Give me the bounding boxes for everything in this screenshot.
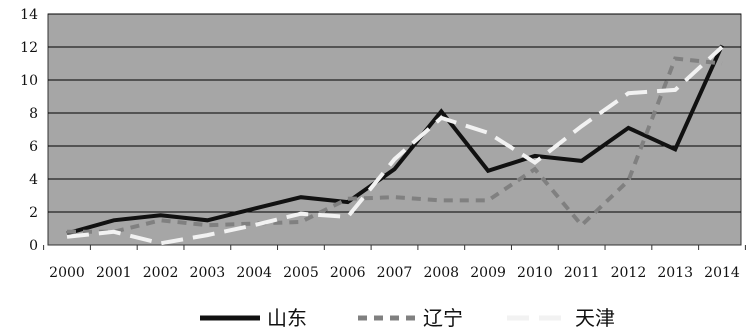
gridlines [48, 13, 741, 213]
y-axis: 0 2 4 6 8 10 12 14 [20, 7, 38, 254]
y-tick-label: 6 [29, 139, 38, 155]
y-tick-label: 10 [20, 73, 38, 89]
legend-label-1: 辽宁 [423, 306, 463, 330]
x-tick-label: 2002 [143, 265, 179, 281]
x-tick-label: 2011 [564, 265, 600, 281]
series-line-2 [66, 45, 724, 246]
y-tick-label: 2 [29, 205, 38, 221]
legend-label-0: 山东 [267, 306, 307, 330]
x-tick-label: 2001 [96, 265, 132, 281]
x-tick-label: 2013 [657, 265, 693, 281]
y-tick-label: 4 [29, 172, 38, 188]
series-lines [66, 44, 724, 246]
y-tick-label: 12 [20, 40, 38, 56]
x-tick-label: 2006 [330, 265, 366, 281]
y-tick-label: 8 [29, 106, 38, 122]
x-tick-label: 2008 [423, 265, 459, 281]
y-tick-label: 0 [29, 238, 38, 254]
series-line-1 [67, 56, 723, 234]
x-tick-label: 2009 [470, 265, 506, 281]
x-tick-label: 2010 [517, 265, 553, 281]
series-line-0 [66, 44, 724, 236]
legend: 山东 辽宁 天津 [200, 306, 615, 330]
x-tick-label: 2003 [190, 265, 226, 281]
x-tick-label: 2000 [49, 265, 85, 281]
x-axis: 2000 2001 2002 2003 2004 2005 2006 2007 2008 2009… [43, 245, 746, 281]
legend-label-2: 天津 [575, 306, 615, 330]
x-tick-label: 2014 [704, 265, 740, 281]
x-tick-label: 2007 [377, 265, 413, 281]
x-tick-label: 2012 [611, 265, 647, 281]
y-tick-label: 14 [20, 7, 38, 23]
x-tick-label: 2005 [283, 265, 319, 281]
plot-area [47, 13, 742, 246]
x-tick-label: 2004 [236, 265, 272, 281]
